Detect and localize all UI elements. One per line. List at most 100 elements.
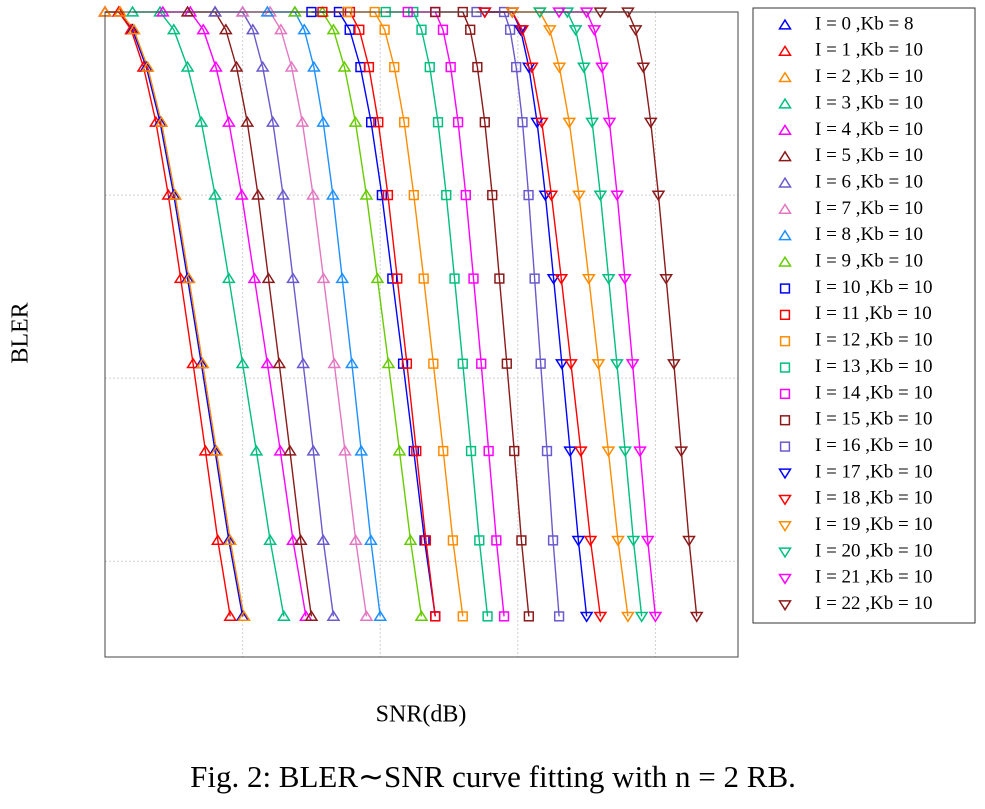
marker bbox=[430, 611, 441, 622]
marker bbox=[553, 611, 565, 622]
marker bbox=[237, 610, 251, 621]
series-line bbox=[476, 11, 560, 617]
marker bbox=[465, 445, 477, 457]
marker bbox=[221, 272, 236, 284]
marker bbox=[273, 444, 288, 456]
marker bbox=[501, 358, 512, 369]
marker bbox=[316, 115, 331, 127]
marker bbox=[457, 611, 468, 622]
legend-marker bbox=[778, 44, 792, 56]
chart-title: Fig. 2: BLER∼SNR curve fitting with n = … bbox=[190, 759, 796, 794]
marker bbox=[523, 189, 534, 201]
plot-area bbox=[105, 12, 738, 657]
marker bbox=[173, 272, 188, 284]
marker bbox=[399, 117, 410, 128]
legend-label: I = 12 ,Kb = 10 bbox=[815, 330, 932, 351]
marker bbox=[364, 534, 378, 546]
legend-marker bbox=[778, 600, 792, 612]
marker bbox=[247, 272, 262, 284]
legend-label: I = 3 ,Kb = 10 bbox=[815, 92, 923, 113]
marker bbox=[326, 23, 341, 35]
marker bbox=[359, 610, 374, 621]
marker bbox=[515, 25, 530, 37]
marker bbox=[218, 23, 233, 35]
series-line bbox=[539, 11, 643, 617]
legend-label: I = 15 ,Kb = 10 bbox=[815, 409, 932, 430]
marker bbox=[552, 7, 566, 19]
marker bbox=[266, 115, 280, 127]
series-line bbox=[242, 11, 368, 617]
marker bbox=[611, 535, 625, 547]
marker bbox=[140, 60, 155, 72]
legend-marker bbox=[778, 97, 792, 109]
legend-marker bbox=[779, 441, 791, 452]
marker bbox=[288, 5, 302, 17]
marker bbox=[618, 446, 633, 458]
plot-frame bbox=[104, 11, 739, 658]
marker bbox=[474, 535, 485, 546]
marker bbox=[579, 611, 594, 623]
marker bbox=[283, 444, 297, 456]
marker bbox=[195, 357, 210, 369]
marker bbox=[348, 534, 363, 546]
legend-marker bbox=[778, 573, 792, 585]
marker bbox=[560, 7, 575, 19]
marker bbox=[517, 117, 528, 128]
legend-label: I = 10 ,Kb = 10 bbox=[815, 277, 932, 298]
marker bbox=[373, 117, 384, 128]
marker bbox=[240, 115, 255, 127]
marker bbox=[516, 535, 527, 546]
marker bbox=[274, 23, 288, 35]
legend-label: I = 11 ,Kb = 10 bbox=[815, 303, 932, 324]
marker bbox=[344, 24, 355, 35]
marker bbox=[304, 610, 319, 621]
marker bbox=[428, 358, 439, 369]
series-line bbox=[294, 11, 423, 617]
y-axis-label: BLER bbox=[8, 302, 34, 363]
series-line bbox=[559, 11, 657, 617]
series-line bbox=[512, 11, 629, 617]
marker bbox=[532, 7, 547, 19]
marker bbox=[196, 23, 211, 35]
marker bbox=[401, 358, 413, 369]
marker bbox=[155, 5, 170, 17]
marker bbox=[306, 188, 320, 200]
marker bbox=[424, 61, 435, 73]
marker bbox=[194, 115, 209, 127]
marker bbox=[621, 7, 635, 19]
marker bbox=[573, 446, 588, 458]
marker bbox=[571, 535, 586, 547]
marker bbox=[223, 534, 238, 546]
marker bbox=[529, 273, 540, 284]
marker bbox=[563, 446, 577, 458]
marker bbox=[392, 444, 407, 456]
marker bbox=[593, 611, 608, 623]
marker bbox=[359, 188, 374, 200]
marker bbox=[316, 534, 331, 546]
legend-label: I = 13 ,Kb = 10 bbox=[815, 356, 932, 377]
marker bbox=[182, 272, 196, 284]
marker bbox=[659, 273, 674, 285]
marker bbox=[491, 535, 502, 546]
legend-marker bbox=[779, 362, 791, 373]
marker bbox=[544, 190, 559, 202]
marker bbox=[297, 23, 312, 35]
marker bbox=[511, 61, 522, 73]
marker bbox=[166, 23, 181, 35]
marker bbox=[445, 61, 456, 73]
marker bbox=[337, 60, 352, 72]
marker bbox=[127, 23, 141, 35]
marker bbox=[327, 357, 342, 369]
legend-marker bbox=[778, 124, 792, 135]
marker bbox=[379, 24, 390, 35]
marker bbox=[209, 444, 224, 456]
marker bbox=[477, 7, 492, 19]
marker bbox=[505, 7, 520, 19]
marker bbox=[552, 62, 567, 74]
marker bbox=[618, 273, 632, 285]
legend-marker bbox=[778, 468, 792, 480]
marker bbox=[249, 444, 264, 456]
marker bbox=[335, 272, 350, 284]
marker bbox=[307, 60, 321, 72]
